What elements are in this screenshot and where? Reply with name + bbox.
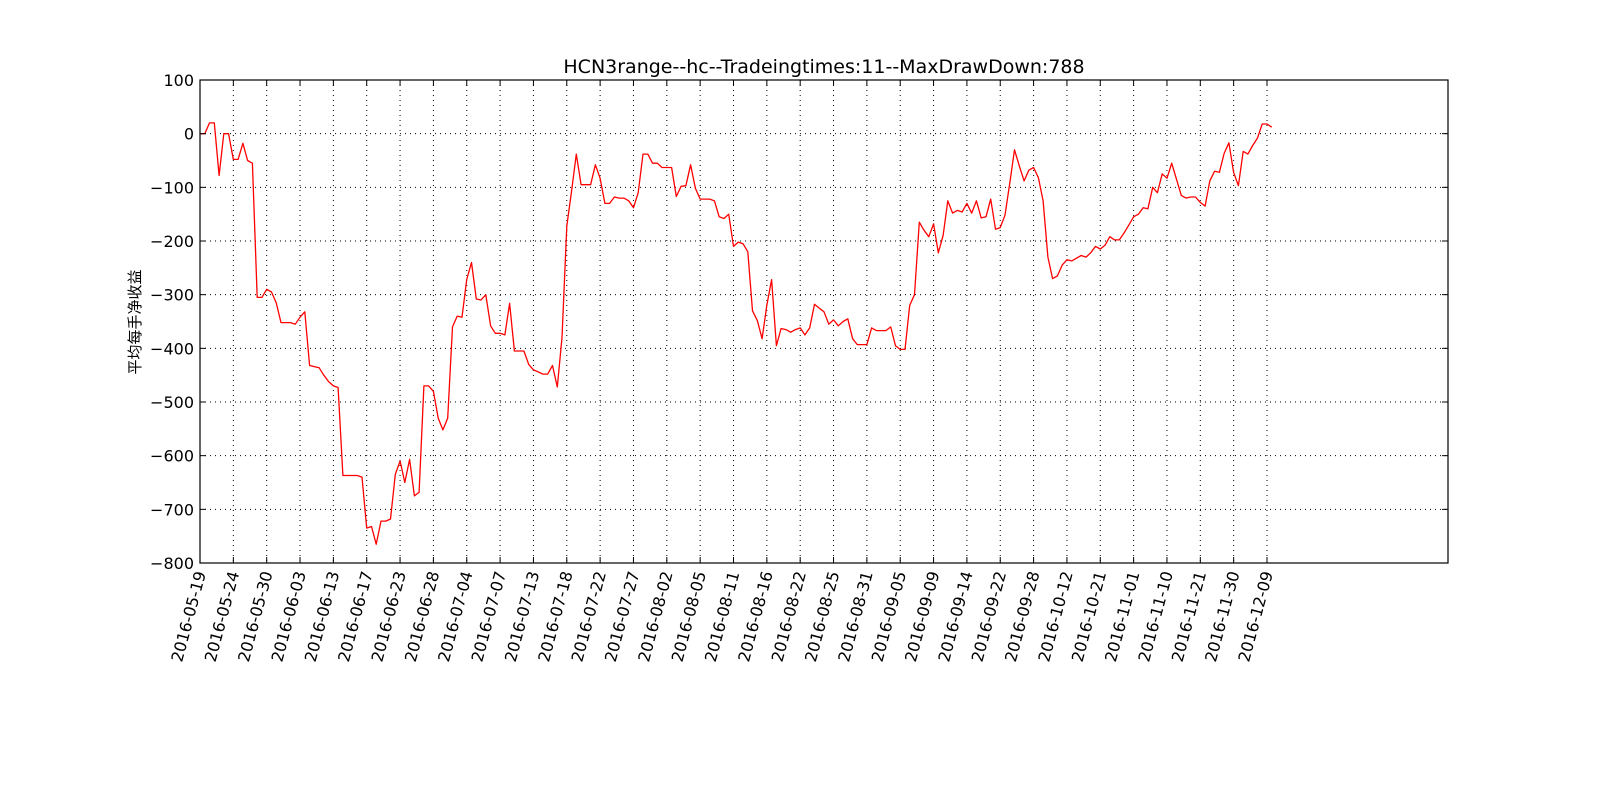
y-tick-label: −100 [150, 178, 194, 197]
y-tick-label: −400 [150, 339, 194, 358]
plot-frame [199, 79, 1449, 564]
y-tick-label: 100 [163, 71, 194, 90]
y-tick-label: −700 [150, 500, 194, 519]
y-tick-label: 0 [184, 125, 194, 144]
y-tick-label: −200 [150, 232, 194, 251]
chart-title: HCN3range--hc--Tradeingtimes:11--MaxDraw… [563, 56, 1084, 78]
y-axis: 100 0 −100 −200 −300 −400 −500 −600 −700 −800 [150, 71, 1448, 573]
grid-lines [199, 79, 1448, 564]
series-line [200, 122, 1273, 545]
y-tick-label: −500 [150, 393, 194, 412]
y-tick-label: −800 [150, 554, 194, 573]
y-tick-label: −300 [150, 286, 194, 305]
y-axis-label: 平均每手净收益 [126, 269, 144, 374]
y-tick-label: −600 [150, 447, 194, 466]
plot-background [200, 80, 1448, 563]
series-layer [200, 122, 1273, 545]
